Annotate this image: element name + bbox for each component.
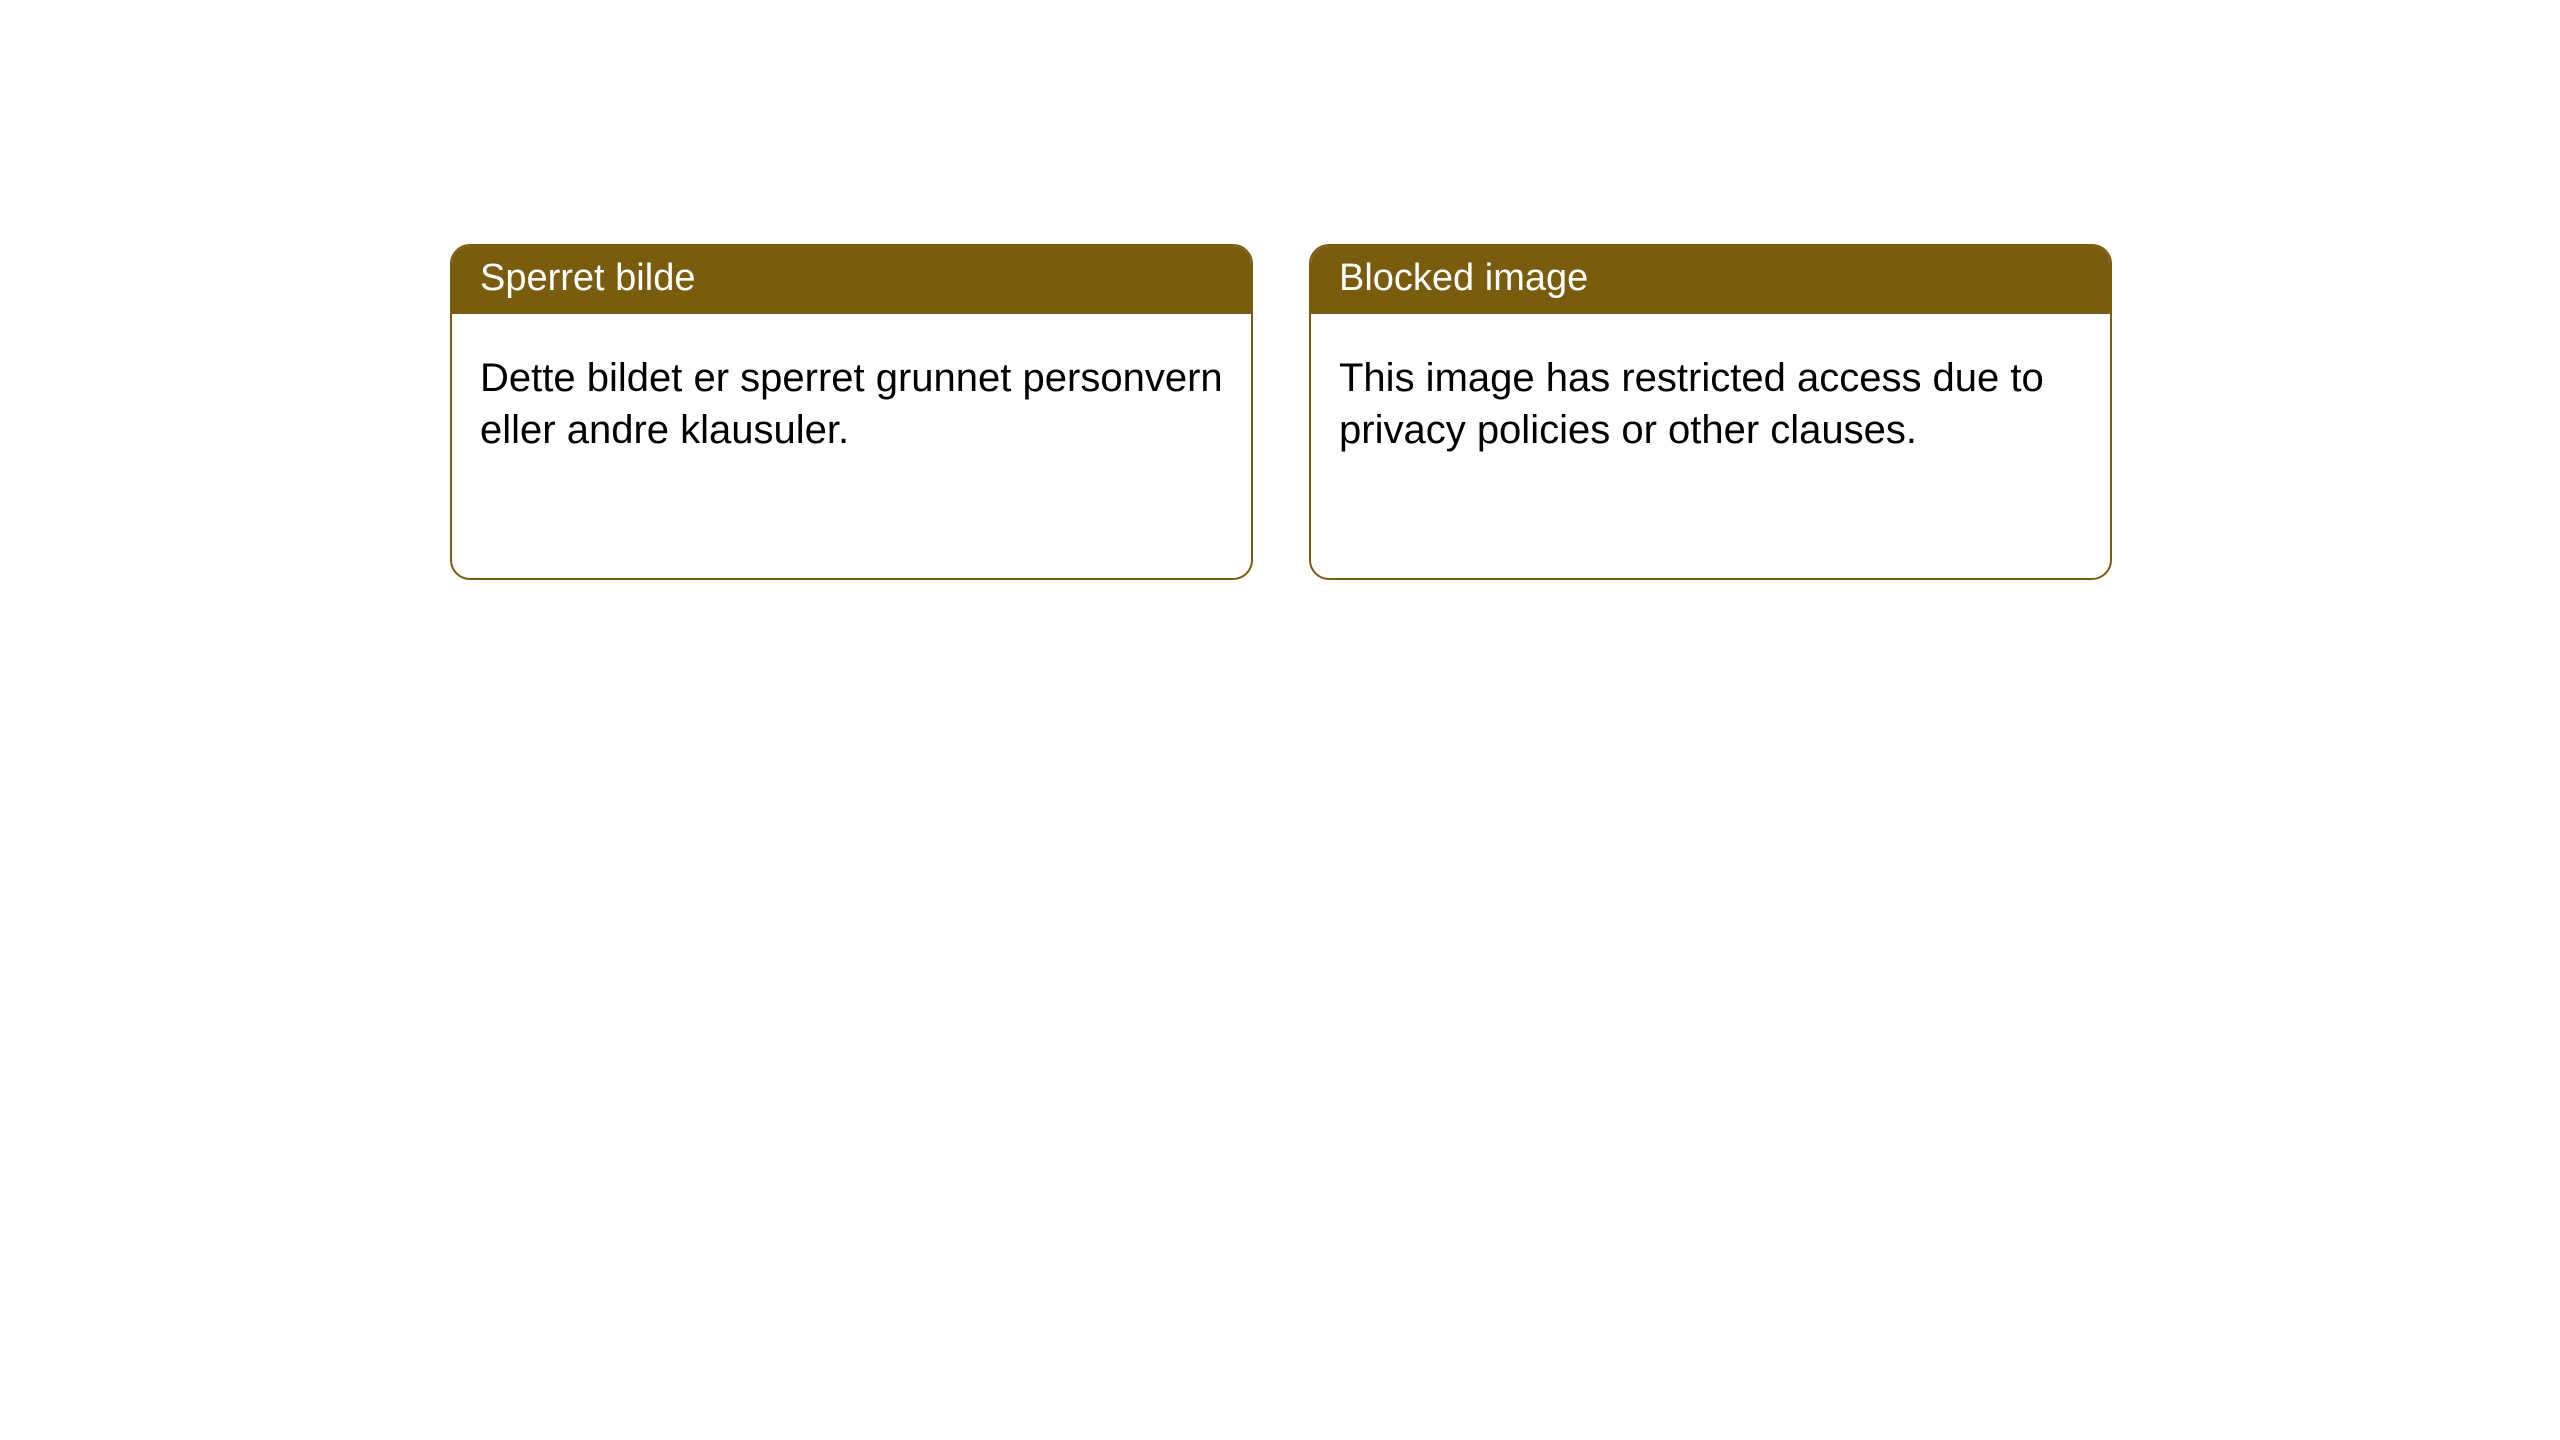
notice-card-norwegian: Sperret bilde Dette bildet er sperret gr… — [450, 244, 1253, 580]
notice-header-english: Blocked image — [1311, 246, 2110, 314]
notice-body-english: This image has restricted access due to … — [1311, 314, 2110, 496]
notice-card-english: Blocked image This image has restricted … — [1309, 244, 2112, 580]
notice-header-norwegian: Sperret bilde — [452, 246, 1251, 314]
notice-body-norwegian: Dette bildet er sperret grunnet personve… — [452, 314, 1251, 496]
notice-container: Sperret bilde Dette bildet er sperret gr… — [0, 0, 2560, 580]
